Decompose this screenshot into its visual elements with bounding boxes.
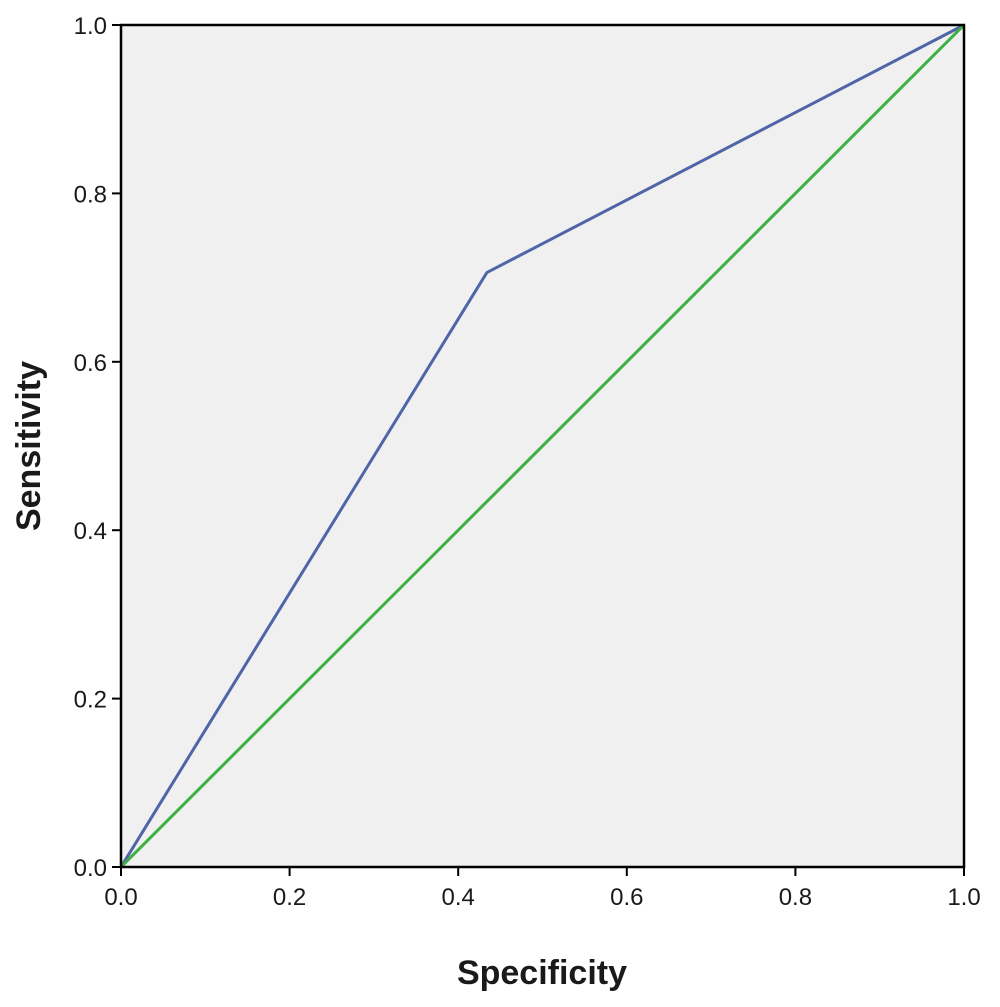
y-tick-label: 1.0 (74, 13, 107, 40)
y-tick-label: 0.8 (74, 181, 107, 208)
y-tick-label: 0.0 (74, 855, 107, 882)
series-line-1 (119, 23, 965, 868)
x-axis-title: Specificity (457, 954, 627, 992)
x-tick-label: 0.0 (104, 884, 137, 911)
x-tick-label: 0.8 (779, 884, 812, 911)
series-line-2 (119, 23, 966, 869)
y-tick-label: 0.6 (74, 350, 107, 377)
y-tick-label: 0.4 (74, 518, 107, 545)
x-tick-label: 0.6 (610, 884, 643, 911)
x-axis-ticks: 0.0 0.2 0.4 0.6 0.8 1.0 (104, 867, 981, 911)
series-layer (119, 23, 966, 869)
plot-frame (119, 23, 966, 869)
y-axis-title: Sensitivity (10, 361, 48, 531)
x-tick-label: 1.0 (947, 884, 980, 911)
x-tick-label: 0.4 (442, 884, 475, 911)
x-tick-label: 0.2 (273, 884, 306, 911)
y-axis-ticks: 0.0 0.2 0.4 0.6 0.8 1.0 (74, 13, 121, 882)
y-tick-label: 0.2 (74, 687, 107, 714)
